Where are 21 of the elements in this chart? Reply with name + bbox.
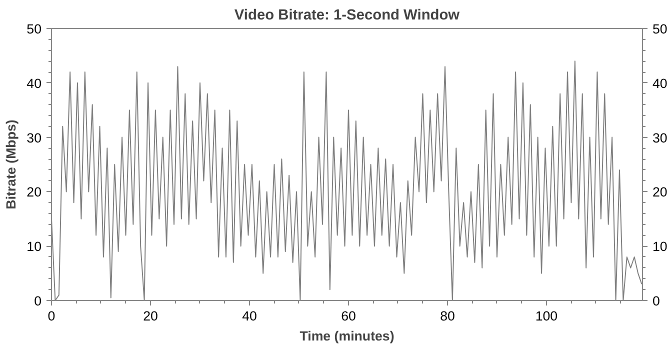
y-tick-label: 20	[26, 184, 42, 200]
y2-tick-label: 30	[652, 130, 668, 146]
x-axis-title: Time (minutes)	[300, 328, 394, 344]
y2-tick-label: 50	[652, 22, 668, 36]
x-tick-label: 80	[440, 308, 455, 324]
y2-tick-label: 40	[652, 76, 668, 91]
chart-title: Video Bitrate: 1-Second Window	[234, 8, 460, 24]
y-tick-label: 0	[34, 294, 42, 308]
x-tick-label: 0	[48, 308, 56, 324]
y-tick-label: 50	[26, 22, 42, 36]
x-tick-label: 60	[341, 308, 356, 324]
y2-tick-label: 10	[652, 239, 668, 254]
y-tick-label: 10	[26, 239, 42, 254]
y2-tick-label: 0	[652, 294, 660, 308]
y2-tick-label: 20	[652, 184, 668, 200]
y-tick-label: 30	[26, 130, 42, 146]
y-tick-label: 40	[26, 76, 42, 91]
x-tick-label: 20	[143, 308, 158, 324]
x-tick-label: 100	[535, 308, 558, 324]
y-axis-title: Bitrate (Mbps)	[4, 120, 19, 210]
x-tick-label: 40	[242, 308, 257, 324]
